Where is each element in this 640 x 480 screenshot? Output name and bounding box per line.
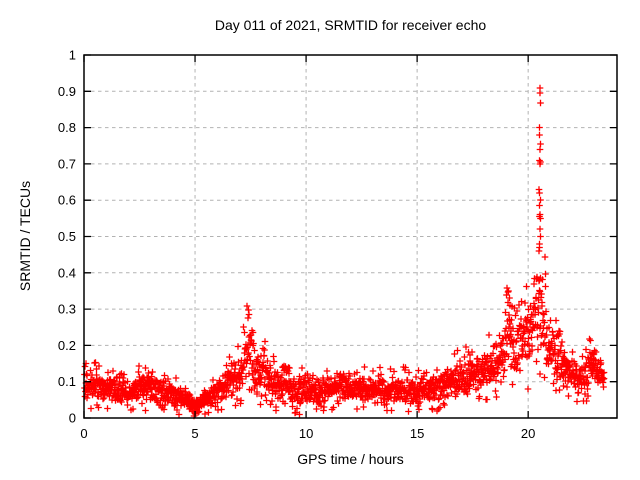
y-tick-label: 0.9	[58, 84, 76, 99]
x-axis-label: GPS time / hours	[297, 451, 404, 467]
y-tick-label: 0.4	[58, 265, 76, 280]
y-tick-label: 0.3	[58, 302, 76, 317]
y-tick-label: 0	[69, 411, 76, 426]
x-tick-label: 5	[191, 426, 198, 441]
y-tick-label: 0.5	[58, 229, 76, 244]
y-tick-label: 0.1	[58, 374, 76, 389]
chart-title: Day 011 of 2021, SRMTID for receiver ech…	[214, 17, 487, 33]
x-tick-label: 20	[521, 426, 535, 441]
tick-marks	[83, 54, 617, 419]
x-tick-label: 15	[410, 426, 424, 441]
x-tick-label: 10	[299, 426, 313, 441]
x-tick-label: 0	[80, 426, 87, 441]
y-tick-label: 1	[69, 48, 76, 63]
y-tick-label: 0.6	[58, 193, 76, 208]
y-tick-label: 0.7	[58, 156, 76, 171]
y-tick-label: 0.2	[58, 338, 76, 353]
y-tick-label: 0.8	[58, 120, 76, 135]
